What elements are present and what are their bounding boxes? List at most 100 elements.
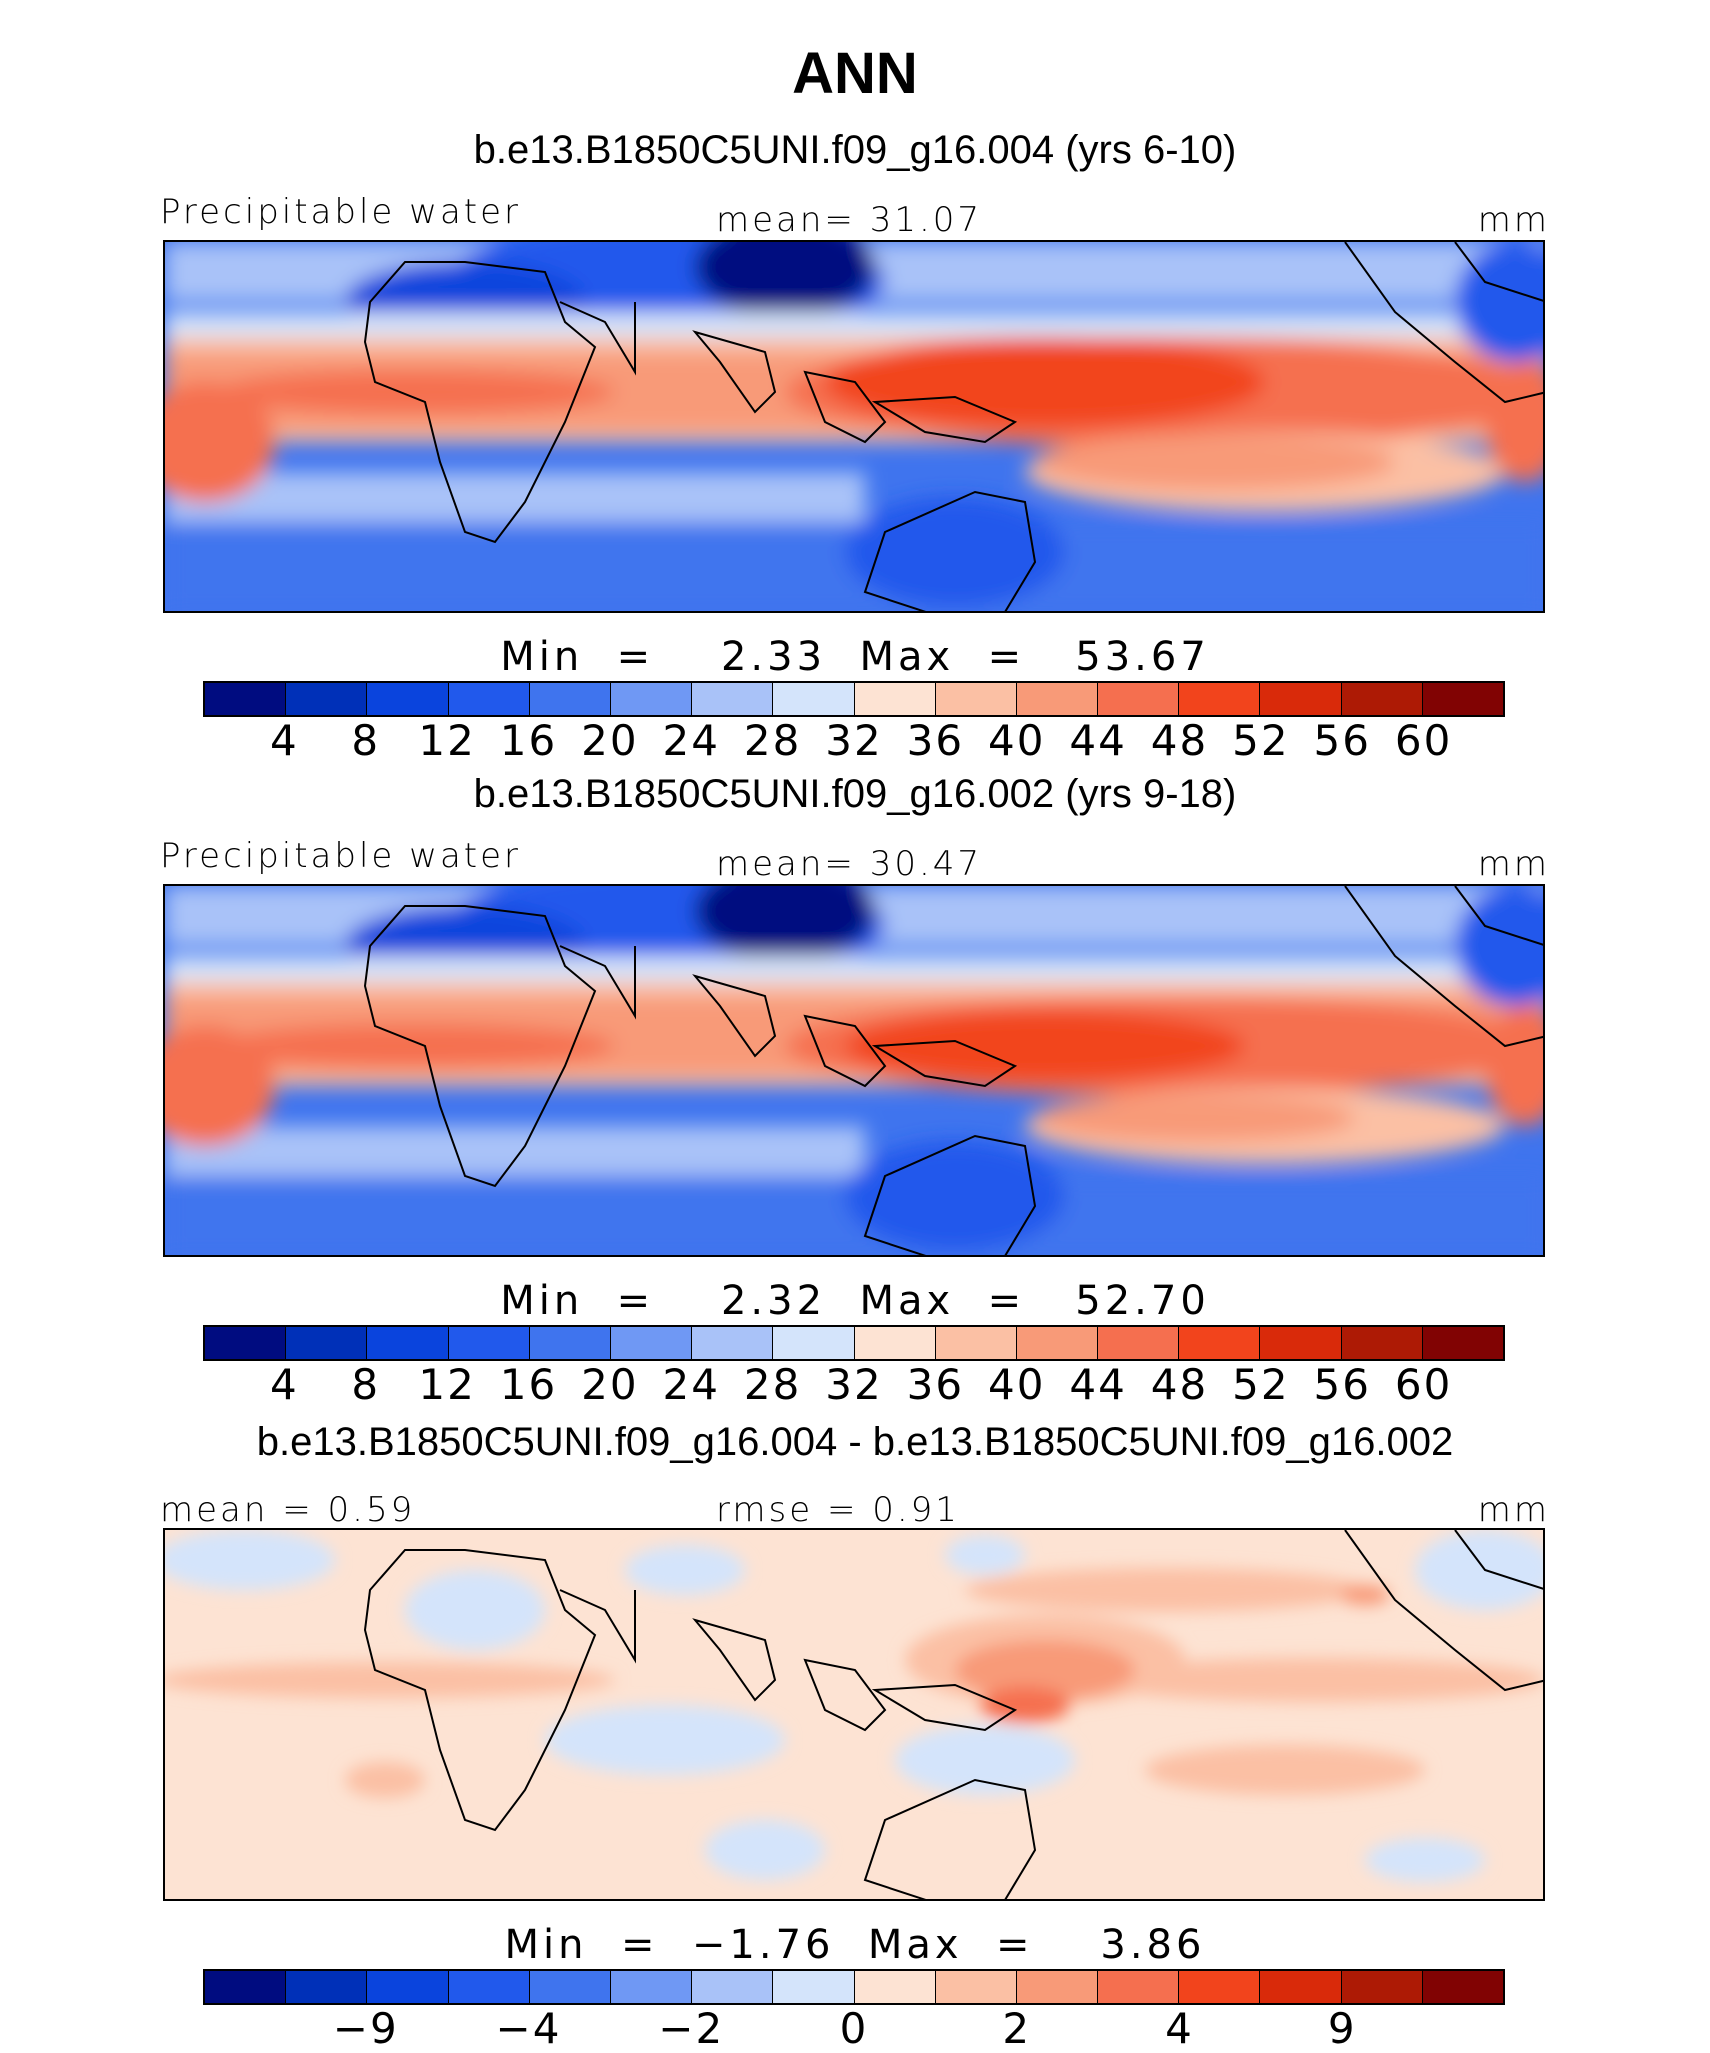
- panel-1-minmax: Min = 2.33 Max = 53.67: [500, 634, 1210, 680]
- panel-2-variable-label: Precipitable water: [160, 836, 522, 876]
- colorbar-tick-label: 60: [1394, 716, 1453, 765]
- panel-1-colorbar: [203, 681, 1505, 717]
- colorbar-tick-label: 52: [1232, 1360, 1290, 1409]
- colorbar-cell: [205, 1327, 287, 1359]
- colorbar-cell: [1179, 1327, 1261, 1359]
- colorbar-cell: [529, 1971, 611, 2003]
- colorbar-cell: [286, 1971, 368, 2003]
- colorbar-cell: [1016, 1327, 1099, 1359]
- colorbar-cell: [1016, 683, 1099, 715]
- colorbar-tick-label: 4: [270, 1360, 299, 1409]
- colorbar-cell: [1098, 1327, 1180, 1359]
- colorbar-cell: [854, 1971, 936, 2003]
- panel-1-mean-label: mean= 31.07: [716, 200, 983, 240]
- panel-3-units-label: mm: [1477, 1490, 1550, 1530]
- colorbar-tick-label: 8: [351, 716, 381, 765]
- colorbar-cell: [1260, 1327, 1342, 1359]
- colorbar-cell: [367, 1327, 449, 1359]
- colorbar-tick-label: 32: [825, 1360, 883, 1409]
- panel-1-map: [163, 240, 1545, 613]
- colorbar-cell: [1341, 683, 1423, 715]
- figure-title: ANN: [792, 41, 918, 106]
- colorbar-cell: [773, 1327, 855, 1359]
- panel-2-mean-label: mean= 30.47: [716, 844, 983, 884]
- panel-1-precip-field: [165, 242, 1543, 611]
- panel-2-units-label: mm: [1477, 844, 1550, 884]
- colorbar-tick-label: 24: [662, 1360, 720, 1409]
- colorbar-tick-label: 12: [418, 1360, 476, 1409]
- colorbar-tick-label: 28: [743, 1360, 802, 1409]
- panel-1-colorbar-ticks: 4 8 12 16 20 24 28 32 36 40 44 48 52 56 …: [203, 716, 1505, 765]
- panel-3-minmax: Min = −1.76 Max = 3.86: [504, 1922, 1206, 1968]
- colorbar-tick-label: 44: [1069, 716, 1127, 765]
- colorbar-cell: [1098, 1971, 1180, 2003]
- colorbar-cell: [1179, 1971, 1261, 2003]
- panel-3-colorbar: [203, 1969, 1505, 2005]
- colorbar-cell: [692, 683, 774, 715]
- colorbar-cell: [610, 1971, 693, 2003]
- colorbar-cell: [773, 1971, 855, 2003]
- colorbar-cell: [1341, 1971, 1423, 2003]
- panel-2-precip-field: [165, 886, 1543, 1255]
- colorbar-tick-label: 4: [1165, 2004, 1194, 2053]
- colorbar-tick-label: 36: [906, 716, 965, 765]
- colorbar-cell: [935, 1971, 1017, 2003]
- colorbar-cell: [1098, 683, 1180, 715]
- colorbar-tick-label: −9: [332, 2004, 399, 2053]
- colorbar-cell: [529, 683, 611, 715]
- colorbar-cell: [854, 1327, 936, 1359]
- colorbar-tick-label: 16: [499, 716, 558, 765]
- colorbar-cell: [1422, 1327, 1503, 1359]
- colorbar-cell: [1341, 1327, 1423, 1359]
- panel-3-difference-field: [165, 1530, 1543, 1882]
- colorbar-tick-label: 48: [1150, 716, 1209, 765]
- colorbar-tick-label: −4: [495, 2004, 562, 2053]
- colorbar-cell: [529, 1327, 611, 1359]
- panel-2-coastlines: [363, 886, 1543, 1255]
- colorbar-tick-label: 60: [1394, 1360, 1453, 1409]
- colorbar-tick-label: 40: [988, 716, 1046, 765]
- colorbar-cell: [448, 1327, 530, 1359]
- colorbar-cell: [367, 1971, 449, 2003]
- colorbar-cell: [1422, 1971, 1503, 2003]
- panel-1-title: b.e13.B1850C5UNI.f09_g16.004 (yrs 6-10): [473, 128, 1237, 172]
- colorbar-cell: [854, 683, 936, 715]
- colorbar-tick-label: 32: [825, 716, 883, 765]
- panel-3-coastlines: [363, 1530, 1543, 1899]
- colorbar-cell: [692, 1327, 774, 1359]
- colorbar-cell: [286, 683, 368, 715]
- colorbar-tick-label: 20: [581, 1360, 639, 1409]
- colorbar-tick-label: 56: [1313, 1360, 1371, 1409]
- colorbar-tick-label: 40: [988, 1360, 1046, 1409]
- colorbar-tick-label: 0: [839, 2004, 869, 2053]
- colorbar-cell: [1016, 1971, 1099, 2003]
- colorbar-tick-label: 8: [351, 1360, 381, 1409]
- colorbar-tick-label: 52: [1232, 716, 1290, 765]
- panel-3-map: [163, 1528, 1545, 1901]
- colorbar-cell: [205, 683, 287, 715]
- panel-3-colorbar-ticks: −9 −4 −2 0 2 4 9: [203, 2004, 1505, 2053]
- colorbar-tick-label: 44: [1069, 1360, 1127, 1409]
- colorbar-cell: [935, 683, 1017, 715]
- panel-2-map: [163, 884, 1545, 1257]
- colorbar-cell: [448, 1971, 530, 2003]
- panel-1-variable-label: Precipitable water: [160, 192, 522, 232]
- colorbar-tick-label: 16: [499, 1360, 558, 1409]
- colorbar-tick-label: 56: [1313, 716, 1371, 765]
- panel-3-title: b.e13.B1850C5UNI.f09_g16.004 - b.e13.B18…: [256, 1420, 1454, 1464]
- colorbar-cell: [610, 1327, 693, 1359]
- colorbar-tick-label: 20: [581, 716, 639, 765]
- colorbar-cell: [692, 1971, 774, 2003]
- colorbar-tick-label: 4: [270, 716, 299, 765]
- panel-2-minmax: Min = 2.32 Max = 52.70: [500, 1278, 1210, 1324]
- colorbar-tick-label: 9: [1327, 2004, 1357, 2053]
- colorbar-cell: [1260, 1971, 1342, 2003]
- colorbar-tick-label: 2: [1002, 2004, 1032, 2053]
- colorbar-cell: [367, 683, 449, 715]
- colorbar-cell: [610, 683, 693, 715]
- colorbar-tick-label: 12: [418, 716, 476, 765]
- panel-2-colorbar-ticks: 4 8 12 16 20 24 28 32 36 40 44 48 52 56 …: [203, 1360, 1505, 1409]
- colorbar-cell: [1422, 683, 1503, 715]
- colorbar-cell: [205, 1971, 287, 2003]
- panel-2-title: b.e13.B1850C5UNI.f09_g16.002 (yrs 9-18): [473, 772, 1237, 816]
